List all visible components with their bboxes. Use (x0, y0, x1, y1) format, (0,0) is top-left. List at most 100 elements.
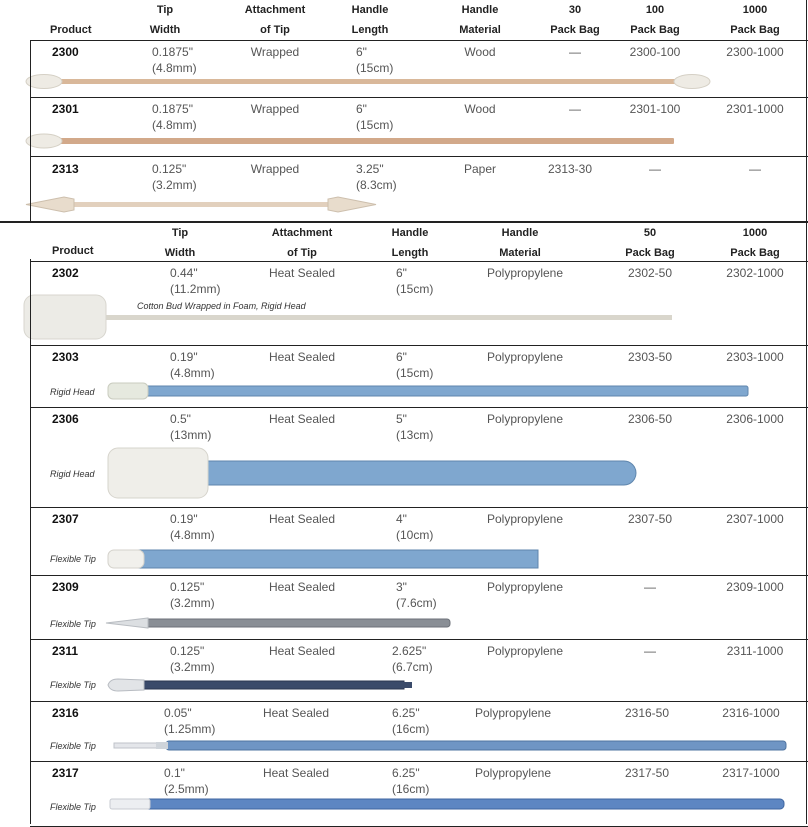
handle-length: 6.25" (16cm) (392, 706, 430, 736)
header-tip-width: Tip Width (164, 227, 196, 259)
pack100: 2301-100 (629, 102, 681, 116)
handle-length: 6" (15cm) (356, 45, 394, 75)
pack1000: — (749, 162, 761, 176)
tip-width: 0.5" (13mm) (170, 412, 212, 442)
product-id: 2316 (52, 706, 79, 720)
product-id: 2309 (52, 580, 79, 594)
handle-material: Wood (464, 45, 496, 59)
pack1000: 2311-1000 (726, 644, 784, 658)
tip-width: 0.125" (3.2mm) (170, 580, 215, 610)
handle-material: Polypropylene (486, 580, 564, 594)
tip-width: 0.1875" (4.8mm) (152, 102, 197, 132)
header-handle-length: Handle Length (391, 227, 429, 259)
product-id: 2313 (52, 162, 79, 176)
header-handle-material: Handle Material (499, 227, 541, 259)
table-row (30, 40, 808, 97)
swab-image-2300 (25, 74, 711, 89)
swab-caption: Flexible Tip (50, 619, 96, 629)
swab-caption: Flexible Tip (50, 554, 96, 564)
swab-caption: Flexible Tip (50, 680, 96, 690)
handle-material: Polypropylene (474, 706, 552, 720)
product-id: 2311 (52, 644, 79, 658)
attachment: Heat Sealed (268, 412, 336, 426)
header-attachment: Attachment of Tip (271, 227, 333, 259)
pack50: — (644, 580, 656, 594)
table-row (30, 156, 808, 221)
pack1000: 2309-1000 (726, 580, 784, 594)
attachment: Wrapped (250, 45, 300, 59)
table-row (30, 507, 808, 576)
pack1000: 2316-1000 (722, 706, 780, 720)
handle-material: Polypropylene (486, 266, 564, 280)
pack1000: 2301-1000 (726, 102, 784, 116)
attachment: Heat Sealed (268, 580, 336, 594)
swab-image-2302 (23, 294, 672, 340)
table-row (30, 97, 808, 156)
header-handle-length: Handle Length (351, 4, 389, 36)
header-product: Product (50, 24, 92, 36)
handle-length: 6.25" (16cm) (392, 766, 430, 796)
handle-length: 5" (13cm) (396, 412, 434, 442)
handle-material: Polypropylene (486, 512, 564, 526)
pack1000: 2306-1000 (726, 412, 784, 426)
header-product: Product (52, 245, 94, 257)
swab-image-2301 (25, 133, 674, 149)
tip-width: 0.19" (4.8mm) (170, 350, 215, 380)
tip-width: 0.44" (11.2mm) (170, 266, 221, 296)
product-id: 2317 (52, 766, 79, 780)
pack100: — (649, 162, 661, 176)
attachment: Heat Sealed (268, 266, 336, 280)
pack1000: 2300-1000 (726, 45, 784, 59)
pack1000: 2303-1000 (726, 350, 784, 364)
table-row (30, 345, 808, 408)
pack1000: 2302-1000 (726, 266, 784, 280)
attachment: Wrapped (250, 102, 300, 116)
tip-width: 0.1875" (4.8mm) (152, 45, 197, 75)
swab-caption: Rigid Head (50, 387, 95, 397)
pack50: 2306-50 (627, 412, 673, 426)
swab-image-2303 (107, 382, 749, 400)
attachment: Heat Sealed (262, 706, 330, 720)
header-attachment: Attachment of Tip (244, 4, 306, 36)
handle-material: Polypropylene (486, 350, 564, 364)
pack30: — (569, 45, 581, 59)
frame-right (806, 0, 807, 824)
pack100: 2300-100 (629, 45, 681, 59)
swab-image-2307 (107, 549, 539, 569)
product-id: 2307 (52, 512, 79, 526)
swab-image-2311 (107, 678, 412, 692)
swab-image-2316 (113, 740, 787, 751)
swab-image-2313 (25, 196, 377, 213)
product-id: 2306 (52, 412, 79, 426)
tip-width: 0.05" (1.25mm) (164, 706, 216, 736)
swab-image-2317 (109, 798, 785, 810)
swab-table-polypropylene: Product Tip Width Attachment of Tip Handle… (0, 221, 808, 827)
table-row (30, 407, 808, 508)
header-pack1000: 1000 Pack Bag (730, 227, 780, 259)
handle-material: Polypropylene (486, 412, 564, 426)
pack50: 2303-50 (627, 350, 673, 364)
swab-image-2306 (107, 447, 637, 499)
frame-left-bottom (30, 259, 31, 824)
attachment: Heat Sealed (268, 644, 336, 658)
handle-length: 2.625" (6.7cm) (392, 644, 433, 674)
handle-length: 3" (7.6cm) (396, 580, 437, 610)
header-tip-width: Tip Width (149, 4, 181, 36)
swab-caption: Rigid Head (50, 469, 95, 479)
pack30: — (569, 102, 581, 116)
header-handle-material: Handle Material (459, 4, 501, 36)
pack50: 2316-50 (624, 706, 670, 720)
handle-material: Polypropylene (486, 644, 564, 658)
pack1000: 2317-1000 (722, 766, 780, 780)
handle-length: 3.25" (8.3cm) (356, 162, 397, 192)
table-row (30, 639, 808, 702)
tip-width: 0.1" (2.5mm) (164, 766, 209, 796)
product-id: 2300 (52, 45, 79, 59)
header-pack50: 50 Pack Bag (625, 227, 675, 259)
swab-caption: Flexible Tip (50, 802, 96, 812)
product-id: 2303 (52, 350, 79, 364)
handle-length: 6" (15cm) (396, 350, 434, 380)
handle-length: 6" (15cm) (396, 266, 434, 296)
product-id: 2302 (52, 266, 79, 280)
swab-caption: Cotton Bud Wrapped in Foam, Rigid Head (137, 301, 306, 311)
